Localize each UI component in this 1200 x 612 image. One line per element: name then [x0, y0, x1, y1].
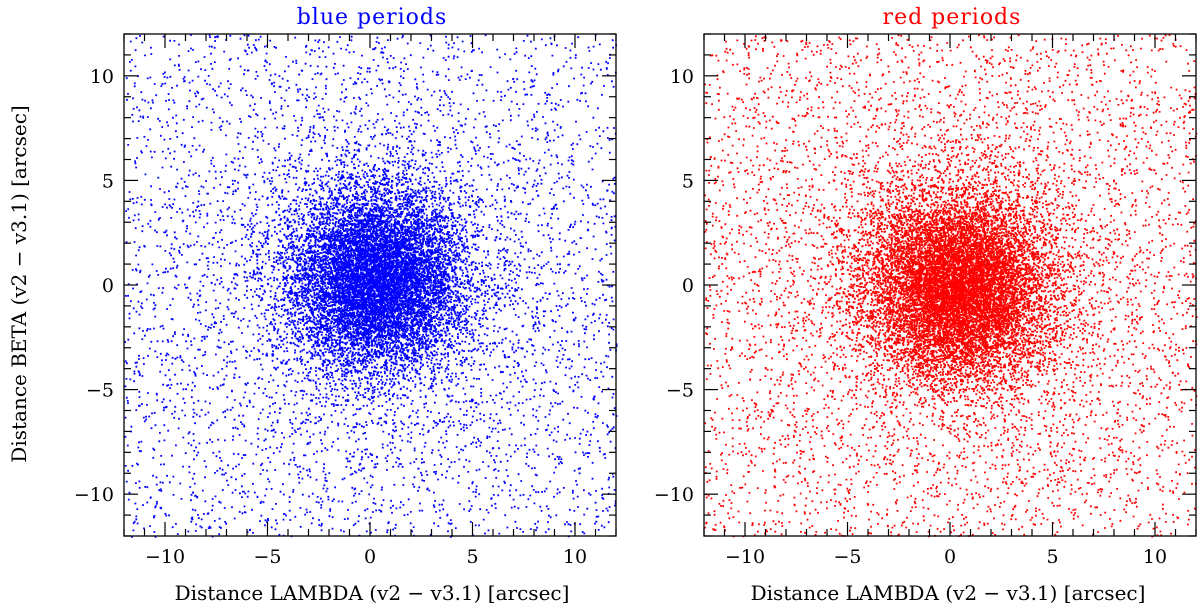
- x-tick-label: 5: [1046, 546, 1058, 568]
- panel-blue-periods: blue periods Distance BETA (v2 − v3.1) […: [7, 5, 618, 605]
- y-axis-label: Distance BETA (v2 − v3.1) [arcsec]: [7, 105, 31, 462]
- x-tick-label: −5: [833, 546, 861, 568]
- scatter-marks: [124, 34, 618, 538]
- x-tick-label: 10: [1143, 546, 1167, 568]
- scatter-points-red: [704, 34, 1198, 538]
- x-axis-label-red: Distance LAMBDA (v2 − v3.1) [arcsec]: [751, 581, 1146, 605]
- x-tick-label: −5: [253, 546, 281, 568]
- axis-ticks-blue: [123, 33, 617, 537]
- x-axis-label-blue: Distance LAMBDA (v2 − v3.1) [arcsec]: [175, 581, 570, 605]
- plot-frame-red: [703, 33, 1197, 537]
- x-tick-label: 0: [944, 546, 956, 568]
- chart-title-blue: blue periods: [297, 5, 448, 30]
- plot-frame-blue: [123, 33, 617, 537]
- chart-title-red: red periods: [883, 5, 1022, 30]
- tick-labels-red: −10 −5 0 5 10 −10 −5 0 5 10: [654, 66, 1167, 568]
- y-tick-label: −5: [666, 380, 694, 402]
- x-tick-label: −10: [725, 546, 765, 568]
- y-tick-label: 0: [102, 275, 114, 297]
- tick-labels-blue: −10 −5 0 5 10 −10 −5 0 5 10: [74, 66, 587, 568]
- y-tick-label: −5: [86, 380, 114, 402]
- scatter-points-blue: [124, 34, 618, 538]
- y-tick-label: 10: [670, 66, 694, 88]
- y-tick-label: 5: [682, 170, 694, 192]
- axis-ticks-red: [703, 33, 1197, 537]
- x-tick-label: 10: [563, 546, 587, 568]
- y-tick-label: 10: [90, 66, 114, 88]
- y-tick-label: 5: [102, 170, 114, 192]
- y-tick-label: −10: [74, 484, 114, 506]
- scatter-marks: [704, 34, 1198, 538]
- x-tick-label: 5: [466, 546, 478, 568]
- x-tick-label: 0: [364, 546, 376, 568]
- y-tick-label: −10: [654, 484, 694, 506]
- panel-red-periods: red periods Distance LAMBDA (v2 − v3.1) …: [654, 5, 1198, 605]
- x-tick-label: −10: [145, 546, 185, 568]
- y-tick-label: 0: [682, 275, 694, 297]
